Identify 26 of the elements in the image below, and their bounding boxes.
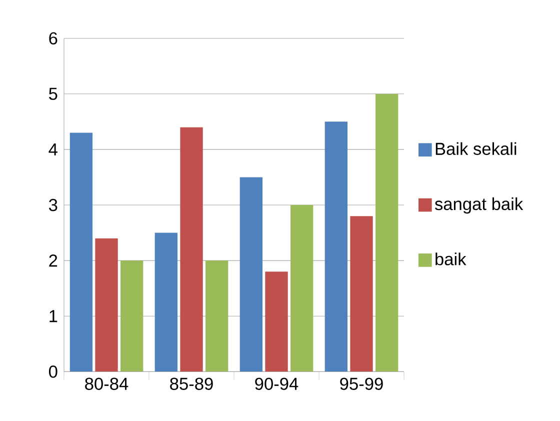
y-tick-label: 0 (48, 366, 58, 378)
bar (324, 122, 348, 372)
y-tick-label: 2 (49, 254, 58, 267)
x-tick-label: 90-94 (255, 378, 298, 390)
y-tick-label: 3 (48, 198, 58, 212)
bar (240, 177, 262, 372)
bar (95, 238, 118, 372)
y-tick-label: 5 (49, 88, 58, 100)
bar (206, 260, 228, 372)
bar (350, 216, 373, 372)
bar (180, 127, 203, 372)
x-tick-label: 80-84 (85, 378, 128, 390)
legend-label: baik (436, 252, 466, 266)
bar (154, 232, 178, 372)
bar (290, 205, 314, 372)
bar (120, 260, 144, 372)
x-tick-label: 85-89 (170, 378, 213, 390)
bar (265, 272, 288, 372)
bar (376, 94, 398, 372)
legend-label: sangat baik (434, 197, 524, 214)
y-tick-label: 1 (50, 310, 58, 322)
y-tick-label: 4 (48, 143, 58, 156)
bar (70, 132, 92, 372)
y-tick-label: 6 (49, 32, 58, 44)
x-tick-label: 95-99 (340, 378, 383, 390)
legend-label: Baik sekali (436, 142, 516, 155)
